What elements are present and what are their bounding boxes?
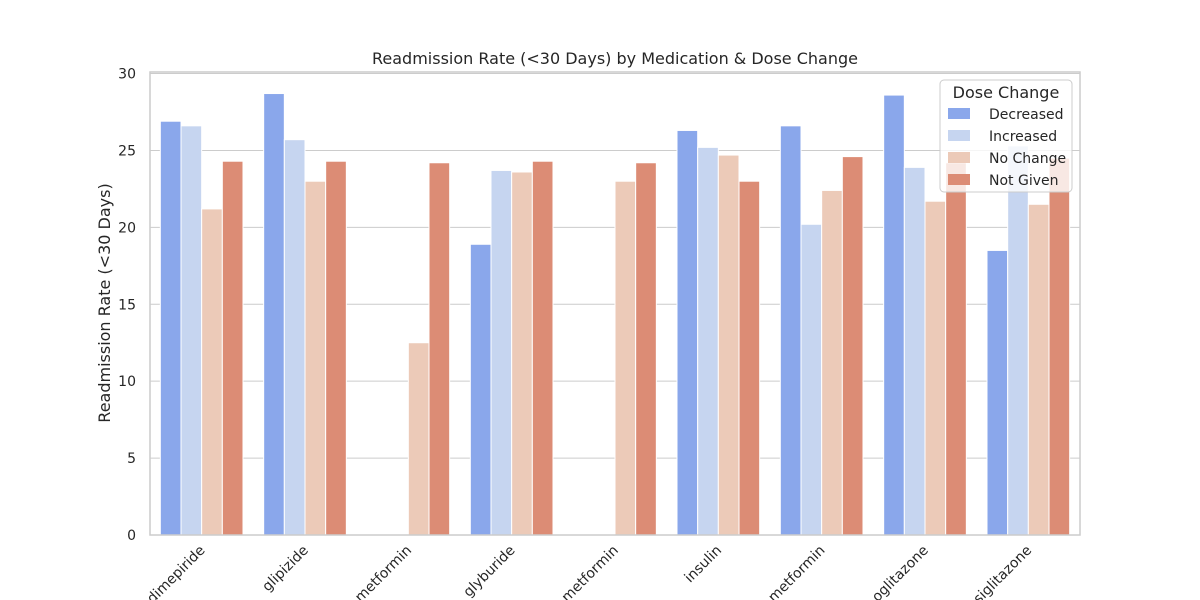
bar [283, 139, 306, 536]
bar [159, 120, 182, 536]
bar [407, 342, 430, 536]
bar [490, 169, 513, 536]
x-axis-ticks: dimepiride glipizide metformin glyburide met… [144, 543, 1035, 600]
bar [1048, 157, 1071, 536]
y-axis-ticks: 0 5 10 15 20 25 30 [118, 67, 136, 544]
bar [841, 156, 864, 536]
x-tick-label: oglitazone [869, 543, 932, 600]
bar [635, 162, 657, 536]
bar [325, 160, 347, 536]
legend-swatch [948, 152, 970, 163]
bar [779, 125, 802, 536]
x-tick-label: metformin [352, 543, 415, 600]
bar [531, 160, 554, 536]
bar [180, 125, 203, 536]
bar [1007, 145, 1029, 536]
bar [221, 160, 244, 536]
legend-frame [939, 79, 1073, 193]
legend-items: Decreased Increased No Change Not Given [948, 107, 1066, 189]
plot-frame [149, 71, 1081, 536]
bar [717, 154, 740, 536]
bar [738, 180, 761, 536]
y-tick-label: 0 [127, 528, 136, 544]
x-tick-label: dimepiride [144, 543, 208, 600]
x-tick-label: glyburide [461, 543, 519, 600]
bar [697, 146, 719, 536]
bar [428, 162, 451, 536]
legend-label: No Change [989, 151, 1066, 167]
y-tick-label: 10 [118, 374, 136, 390]
y-tick-label: 25 [118, 143, 136, 159]
x-tick-label: metformin [765, 543, 828, 600]
legend-swatch [948, 130, 970, 141]
bar [986, 249, 1009, 536]
bar [614, 180, 637, 536]
legend-swatch [948, 108, 970, 119]
legend-label: Increased [989, 129, 1057, 145]
y-tick-label: 15 [118, 297, 136, 313]
legend-label: Decreased [989, 107, 1064, 123]
x-tick-label: glipizide [259, 543, 311, 595]
bar [903, 166, 926, 536]
legend-swatch [948, 174, 970, 185]
bar [924, 200, 947, 536]
bar [800, 223, 823, 536]
x-tick-label: siglitazone [971, 543, 1036, 600]
y-tick-label: 20 [118, 220, 136, 236]
legend-label: Not Given [989, 173, 1059, 189]
x-tick-label: insulin [682, 543, 726, 587]
bar [469, 243, 492, 536]
bar [201, 208, 223, 536]
bar [263, 93, 285, 536]
bar [883, 94, 905, 536]
y-tick-label: 30 [118, 67, 136, 83]
bars [159, 93, 1071, 536]
bar [676, 129, 699, 536]
y-tick-label: 5 [127, 451, 136, 467]
bar [821, 189, 843, 536]
bar [511, 171, 533, 536]
y-axis-title: Readmission Rate (<30 Days) [95, 183, 114, 422]
x-tick-label: metformin [559, 543, 622, 600]
legend-title: Dose Change [953, 83, 1060, 102]
bar [1027, 203, 1050, 536]
chart-title: Readmission Rate (<30 Days) by Medicatio… [372, 49, 858, 68]
bar [945, 162, 967, 536]
legend: Dose Change Decreased Increased No Change N… [939, 79, 1073, 193]
bar [304, 180, 327, 536]
